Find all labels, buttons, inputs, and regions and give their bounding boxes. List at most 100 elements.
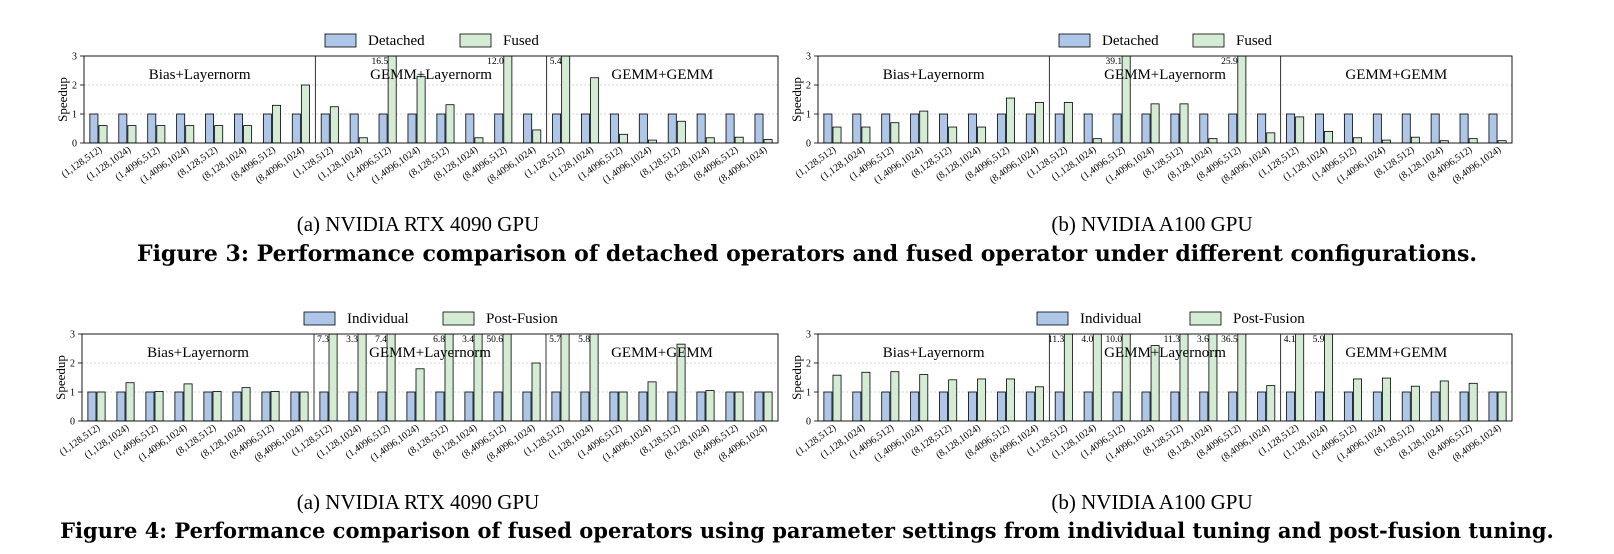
legend-label-b: Fused xyxy=(1236,33,1272,49)
y-tick-label: 0 xyxy=(70,417,75,428)
bar-individual xyxy=(638,391,648,421)
bar-fused xyxy=(243,125,253,143)
bar-fused xyxy=(300,84,310,143)
bar-fused xyxy=(1266,132,1276,143)
subcaption-fig4-a: (a) NVIDIA RTX 4090 GPU xyxy=(296,490,540,514)
bar-fused xyxy=(1295,116,1305,143)
bar-fused xyxy=(532,129,542,143)
panel-title: Bias+Layernorm xyxy=(149,67,251,83)
overflow-value-label: 5.8 xyxy=(578,335,590,345)
bar-detached xyxy=(147,113,157,143)
bar-individual xyxy=(1141,391,1151,421)
bar-detached xyxy=(881,113,891,143)
bar-fused xyxy=(358,137,368,143)
bar-postfusion xyxy=(1295,334,1305,421)
bar-individual xyxy=(725,391,735,421)
bar-individual xyxy=(910,391,920,421)
y-tick-label: 3 xyxy=(806,330,811,341)
bar-fused xyxy=(1006,97,1015,143)
plot-frame xyxy=(81,333,779,422)
bar-individual xyxy=(493,391,503,421)
overflow-value-label: 5.9 xyxy=(1313,335,1325,345)
bar-postfusion xyxy=(1324,334,1334,421)
bar-postfusion xyxy=(357,334,367,421)
bar-detached xyxy=(89,113,99,143)
bars xyxy=(87,334,773,421)
legend-swatch-a xyxy=(324,33,357,48)
bar-detached xyxy=(1372,113,1382,143)
bar-individual xyxy=(754,391,764,421)
legend-label-a: Individual xyxy=(347,311,409,327)
bar-detached xyxy=(996,113,1006,143)
bar-individual xyxy=(1257,391,1267,421)
bar-fused xyxy=(1324,130,1334,143)
bar-detached xyxy=(1286,113,1296,143)
bar-postfusion xyxy=(386,334,396,421)
bar-detached xyxy=(1199,113,1209,143)
bar-individual xyxy=(1459,391,1469,421)
bar-individual xyxy=(852,391,862,421)
y-tick-label: 1 xyxy=(70,388,75,399)
bar-individual xyxy=(1430,391,1440,421)
bar-fused xyxy=(1410,136,1420,143)
bar-detached xyxy=(494,113,504,143)
bar-individual xyxy=(116,391,126,421)
bar-fused xyxy=(561,56,571,143)
bar-detached xyxy=(1228,113,1238,143)
bar-detached xyxy=(118,113,128,143)
bar-detached xyxy=(234,113,243,143)
overflow-value-label: 16.5 xyxy=(372,57,389,67)
bar-fused xyxy=(647,139,657,143)
y-tick-label: 0 xyxy=(806,417,811,428)
legend-label-b: Post-Fusion xyxy=(486,311,558,327)
bar-postfusion xyxy=(977,378,987,421)
bar-fused xyxy=(590,77,600,143)
bar-individual xyxy=(551,391,561,421)
bar-postfusion xyxy=(415,368,425,421)
bar-detached xyxy=(1430,113,1440,143)
bar-postfusion xyxy=(1497,391,1507,421)
bar-postfusion xyxy=(183,383,193,421)
legend-swatch-a xyxy=(1036,311,1069,326)
overflow-value-label: 11.3 xyxy=(1048,335,1065,345)
bar-fused xyxy=(474,137,484,143)
bar-detached xyxy=(609,113,619,143)
overflow-value-label: 5.4 xyxy=(550,57,562,67)
bar-detached xyxy=(667,113,677,143)
bar-detached xyxy=(436,113,446,143)
bar-detached xyxy=(1083,113,1093,143)
bar-individual xyxy=(261,391,271,421)
bar-postfusion xyxy=(473,334,483,421)
bar-individual xyxy=(1228,391,1238,421)
bar-individual xyxy=(1343,391,1353,421)
bar-fused xyxy=(329,106,339,143)
bar-postfusion xyxy=(125,382,135,421)
bar-detached xyxy=(1257,113,1267,143)
plot-frame xyxy=(817,55,1513,144)
subcaption-fig3-a: (a) NVIDIA RTX 4090 GPU xyxy=(296,212,540,236)
bar-fused xyxy=(1237,56,1247,143)
y-tick-label: 2 xyxy=(72,81,77,92)
overflow-value-label: 10.0 xyxy=(1106,335,1123,345)
bar-individual xyxy=(145,391,155,421)
plot-frame xyxy=(817,333,1513,422)
bar-individual xyxy=(1315,391,1324,421)
panel-title: GEMM+Layernorm xyxy=(1104,67,1226,83)
bar-postfusion xyxy=(444,334,454,421)
y-tick-label: 0 xyxy=(806,139,811,150)
bar-individual xyxy=(1170,391,1180,421)
bar-fused xyxy=(1121,56,1131,143)
bar-postfusion xyxy=(734,391,744,421)
bar-postfusion xyxy=(299,391,309,421)
bar-individual xyxy=(580,391,590,421)
bar-fused xyxy=(763,139,773,143)
legend-label-a: Detached xyxy=(1102,33,1159,49)
bar-fused xyxy=(156,125,166,143)
bar-fused xyxy=(919,110,929,143)
y-tick-label: 1 xyxy=(806,110,811,121)
overflow-value-label: 12.0 xyxy=(487,57,504,67)
chart-fig4b: Individual Post-FusionBias+Layernorm(1,12… xyxy=(789,311,1513,464)
overflow-value-label: 4.1 xyxy=(1284,335,1296,345)
bar-postfusion xyxy=(502,334,512,421)
